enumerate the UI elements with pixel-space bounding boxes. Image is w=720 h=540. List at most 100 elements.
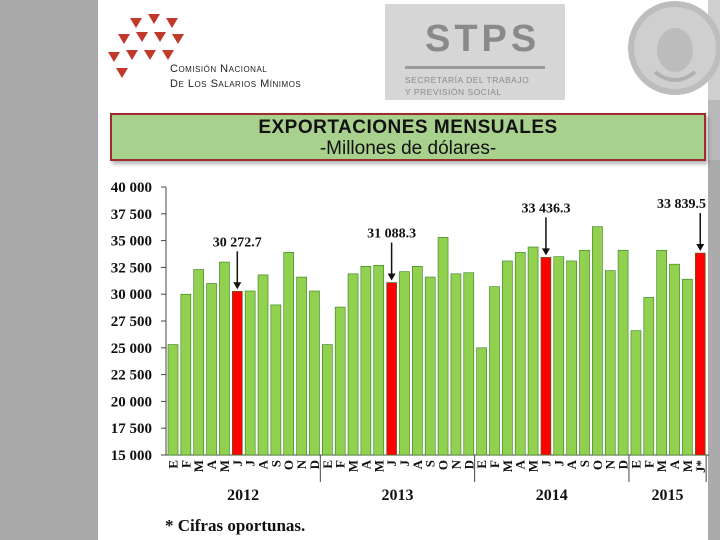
bar [502,260,513,456]
x-tick-label: F [333,460,348,468]
x-tick-label: N [603,459,618,469]
annotation-arrow-head [387,273,396,281]
bar [514,252,526,456]
x-tick-label: D [461,460,476,469]
x-tick-label: S [268,460,283,467]
x-tick-label: O [281,460,296,470]
x-tick-label: A [256,459,271,469]
x-tick-label: A [358,459,373,469]
y-tick-label: 20 000 [111,394,152,410]
x-tick-label: N [448,459,463,469]
y-tick-label: 37 500 [111,207,152,223]
org-name-line2: De Los Salarios Mínimos [170,78,302,90]
x-tick-label: E [628,460,643,469]
org-name: Comisión Nacional De Los Salarios Mínimo… [170,62,301,92]
bar [682,278,693,456]
y-tick-label: 25 000 [111,341,152,357]
bar [489,286,500,456]
y-tick-label: 30 000 [111,287,152,303]
bar [566,260,577,456]
coat-of-arms-icon [628,1,720,95]
annotation-arrow-head [696,244,705,252]
x-tick-label: A [513,459,528,469]
x-tick-label: M [500,460,515,472]
bar [617,249,629,456]
x-tick-label: A [564,459,579,469]
agency-acronym: STPS [425,18,541,60]
x-tick-label: A [204,459,219,469]
x-tick-label: J* [693,460,708,473]
x-tick-label: F [487,460,502,468]
org-logo-area [100,4,376,100]
bar [412,266,423,456]
bar [630,330,642,456]
bar [296,276,307,456]
y-tick-label: 35 000 [111,234,152,250]
bar [476,347,487,456]
bar [180,293,192,456]
bar [257,274,269,456]
x-tick-label: D [616,460,631,469]
chart-title-box: EXPORTACIONES MENSUALES -Millones de dól… [110,113,706,161]
year-label: 2015 [652,487,684,504]
bar [656,249,667,456]
footnote: * Cifras oportunas. [165,516,306,535]
x-tick-label: E [320,460,335,469]
x-tick-label: S [423,460,438,467]
x-tick-label: N [294,459,309,469]
bar [450,273,462,456]
x-tick-label: D [307,460,322,469]
x-tick-label: F [641,460,656,468]
y-tick-label: 15 000 [111,448,152,464]
right-margin [708,160,720,540]
bar [540,257,552,456]
x-tick-label: J [551,460,566,467]
bar [232,290,243,456]
data-label: 33 436.3 [521,201,570,216]
y-tick-label: 32 500 [111,260,152,276]
bar [669,263,680,456]
bar [322,344,333,456]
x-tick-label: A [410,459,425,469]
org-name-line1: Comisión Nacional [170,63,268,75]
left-margin [0,0,98,540]
x-tick-label: E [474,460,489,469]
year-label: 2013 [381,487,413,504]
bar [283,252,295,456]
bar [643,297,655,456]
data-label: 30 272.7 [213,235,262,250]
x-tick-label: M [371,460,386,472]
bar [694,252,706,456]
y-tick-label: 27 500 [111,314,152,330]
x-tick-label: M [654,460,669,472]
x-tick-label: A [667,459,682,469]
bar [424,276,436,456]
chart-title: EXPORTACIONES MENSUALES [258,117,558,138]
x-tick-label: J [397,460,412,467]
bar [373,264,385,456]
bar [463,272,475,456]
x-tick-label: M [680,460,695,472]
agency-name-line1: SECRETARÍA DEL TRABAJO [405,75,530,85]
x-tick-label: F [178,460,193,468]
bar [347,273,359,456]
bar [604,270,616,456]
agency-name: SECRETARÍA DEL TRABAJO Y PREVISIÓN SOCIA… [405,74,555,98]
y-tick-label: 40 000 [111,180,152,196]
bar [206,283,217,456]
annotation-arrow-head [541,248,550,256]
bar [399,271,410,456]
bar [579,249,590,456]
data-label: 33 839.5 [657,197,706,212]
bar [270,304,282,456]
x-tick-label: M [217,460,232,472]
agency-name-line2: Y PREVISIÓN SOCIAL [405,87,502,97]
x-tick-label: J [243,460,258,467]
y-tick-label: 17 500 [111,421,152,437]
x-tick-label: E [166,460,181,469]
agency-logo-area [385,4,565,100]
year-label: 2014 [536,487,568,504]
x-tick-label: J [230,460,245,467]
bar [167,344,179,456]
